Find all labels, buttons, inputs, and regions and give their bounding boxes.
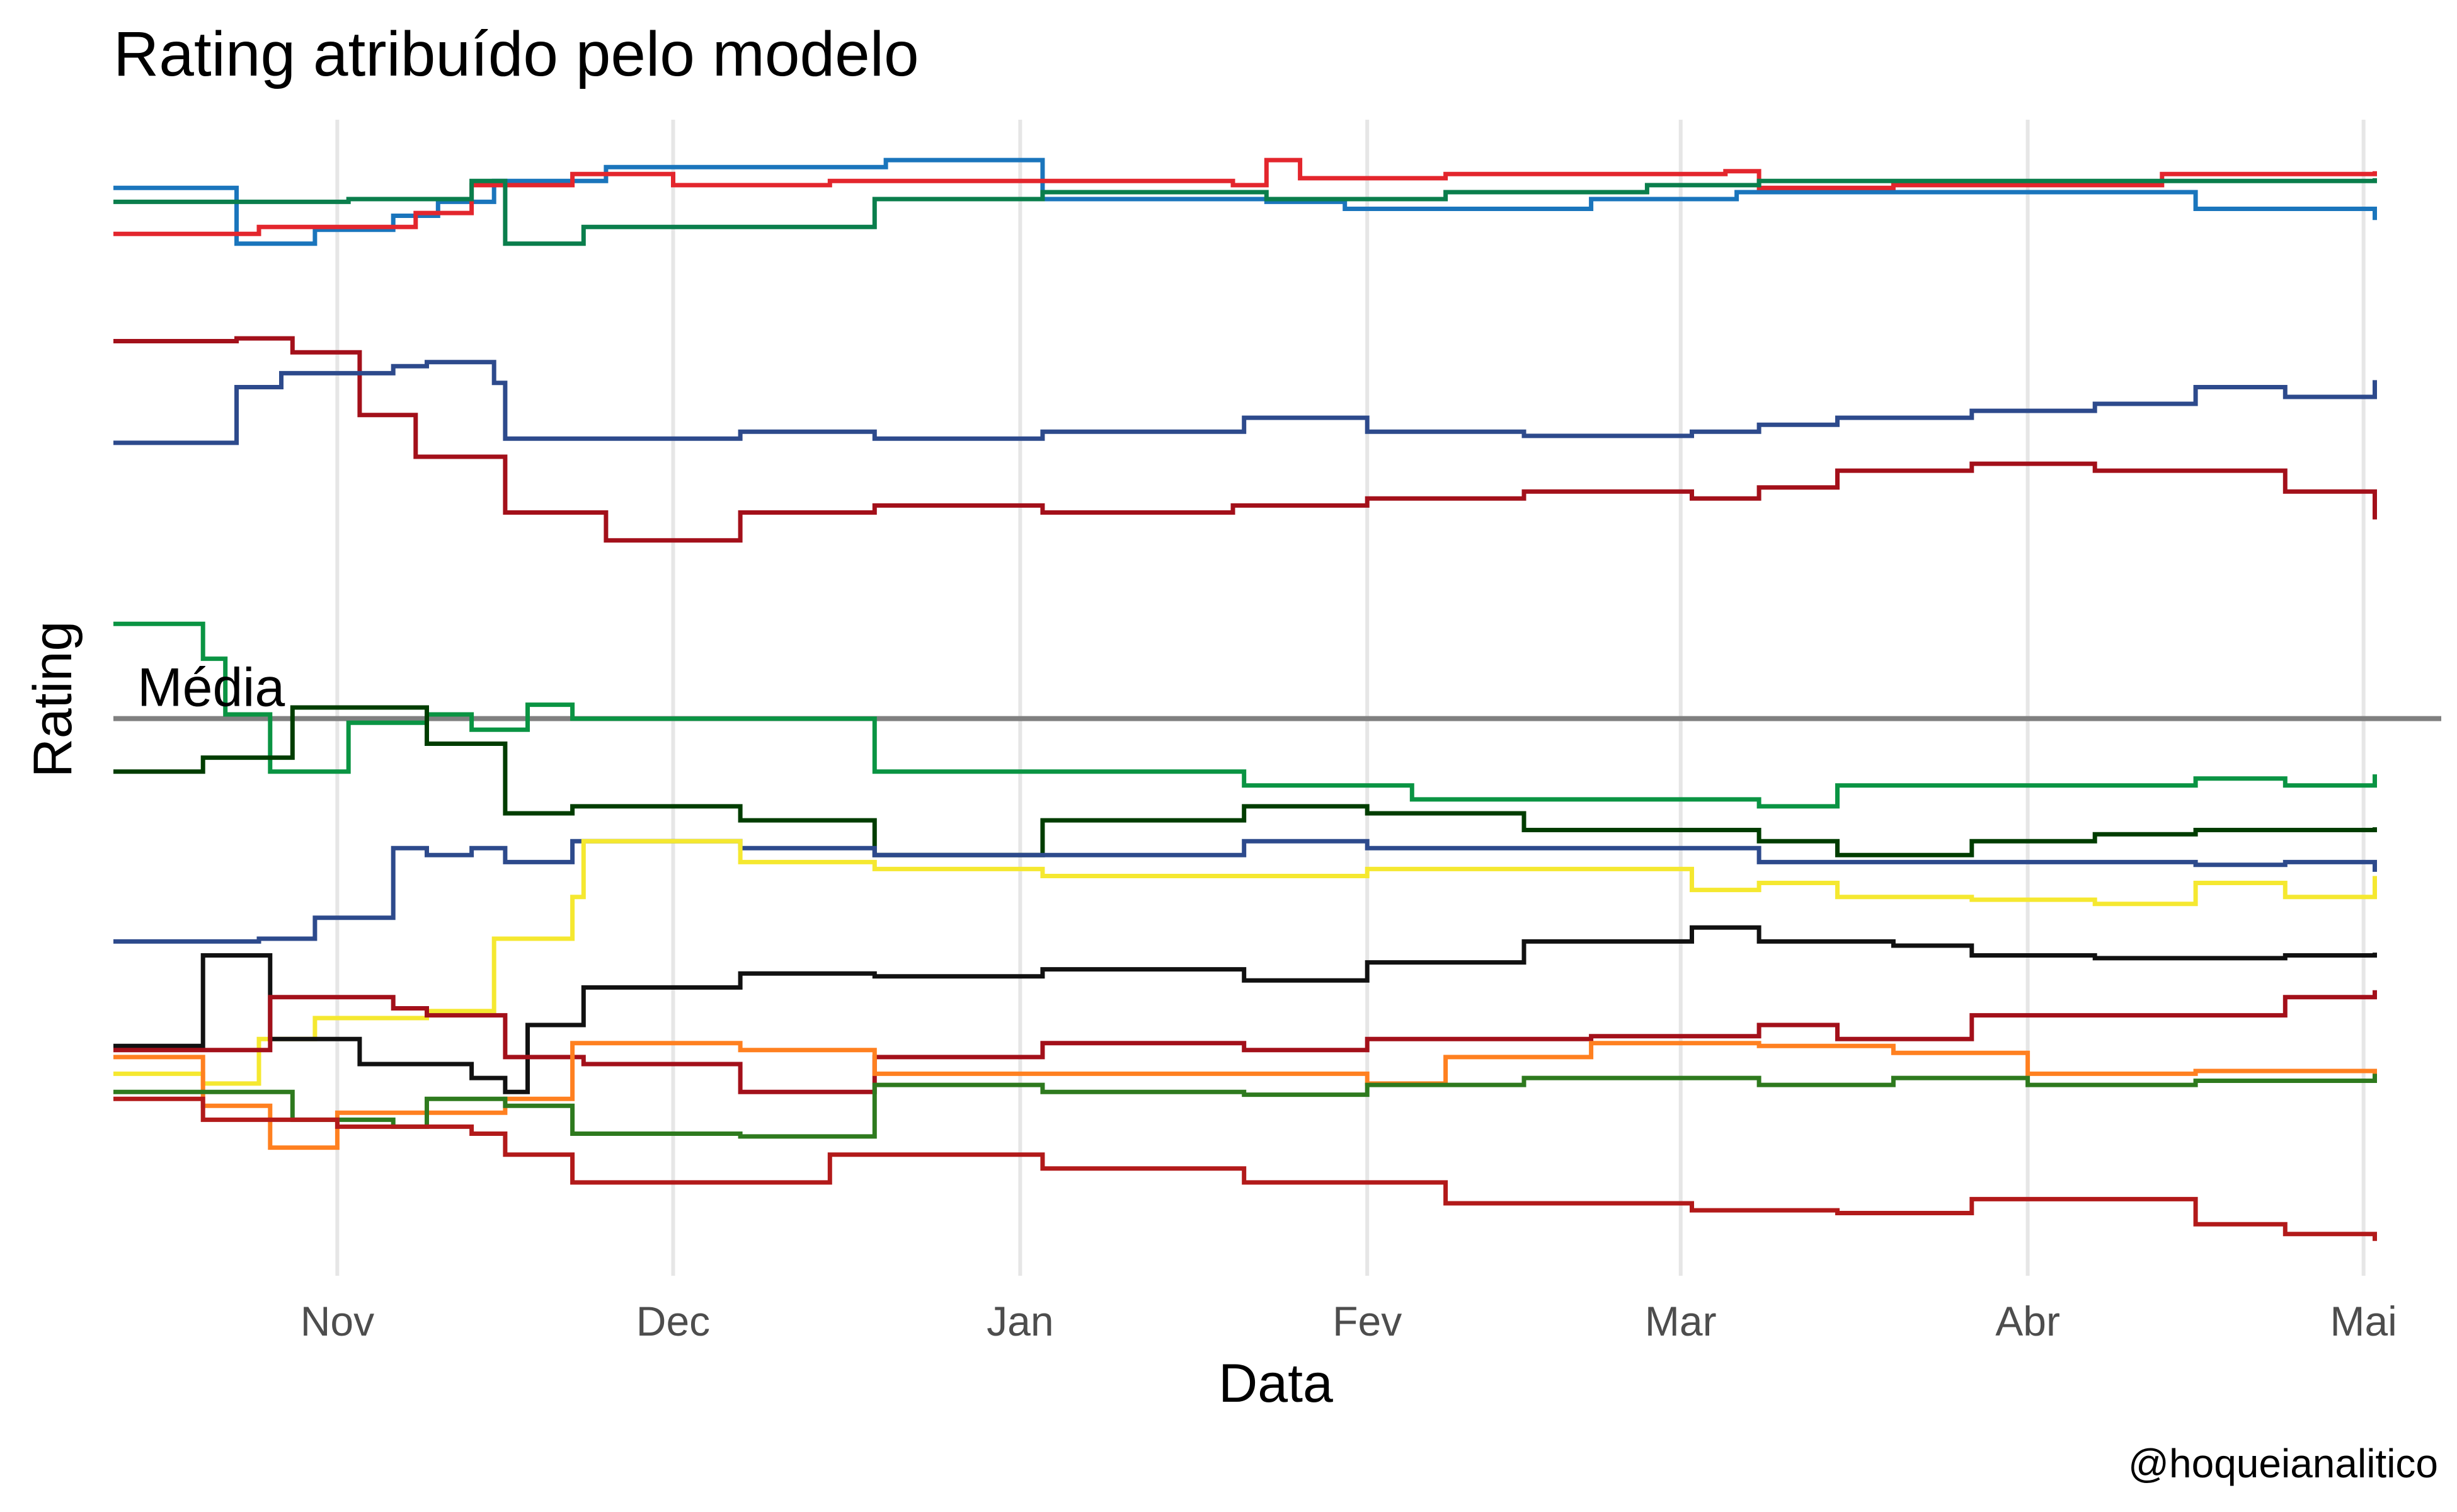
series-line-11 <box>113 990 2377 1094</box>
x-axis-title: Data <box>1218 1353 1333 1414</box>
series-line-10 <box>113 925 2377 1094</box>
series-line-1 <box>113 158 2377 246</box>
series-line-14 <box>113 1096 2377 1241</box>
x-tick-label-2: Jan <box>987 1298 1053 1344</box>
gridlines <box>335 120 2366 1276</box>
series-line-5 <box>113 360 2377 445</box>
series-line-7 <box>113 705 2377 857</box>
x-tick-label-0: Nov <box>301 1298 374 1344</box>
series-line-8 <box>113 839 2377 944</box>
series-line-2 <box>113 158 2377 236</box>
caption: @hoqueianalitico <box>2128 1441 2438 1486</box>
series-line-4 <box>113 336 2377 543</box>
series-line-12 <box>113 1041 2377 1150</box>
series-lines <box>113 158 2377 1241</box>
x-tick-label-5: Abr <box>1995 1298 2060 1344</box>
x-tick-label-4: Mar <box>1645 1298 1717 1344</box>
x-tick-labels: Nov Dec Jan Fev Mar Abr Mai <box>301 1298 2397 1344</box>
chart-title: Rating atribuído pelo modelo <box>113 19 919 89</box>
mean-reference-label: Média <box>137 658 285 718</box>
series-line-6 <box>113 621 2377 809</box>
series-line-3 <box>113 178 2377 246</box>
y-axis-title: Rating <box>23 621 83 778</box>
series-line-13 <box>113 1074 2377 1139</box>
series-line-9 <box>113 839 2377 1086</box>
x-tick-label-1: Dec <box>636 1298 710 1344</box>
x-tick-label-3: Fev <box>1332 1298 1402 1344</box>
x-tick-label-6: Mai <box>2330 1298 2397 1344</box>
